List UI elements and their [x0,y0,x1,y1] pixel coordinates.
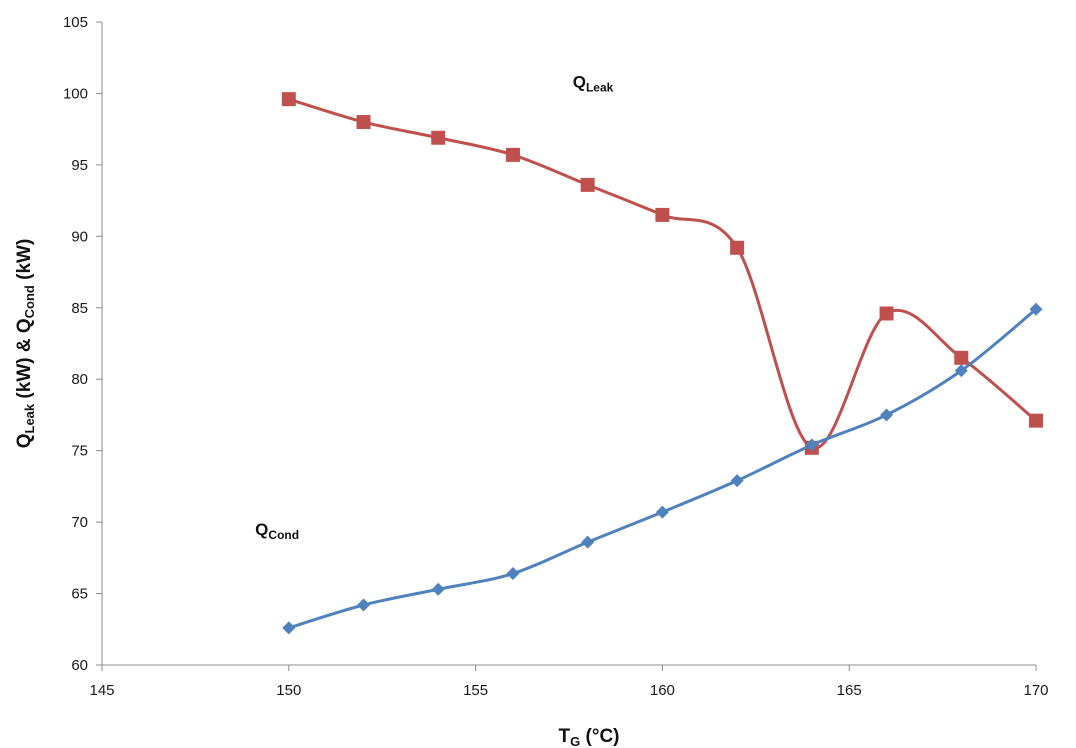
x-tick-label: 155 [463,682,488,699]
y-tick-label: 90 [71,228,88,245]
series-qleak [281,92,1043,455]
data-point-qcond [581,535,595,549]
data-point-qleak [505,147,520,162]
y-tick-label: 100 [63,85,88,102]
series-layer [281,92,1043,635]
series-qcond [282,302,1043,635]
data-point-qcond [357,598,371,612]
annotation-label: QLeak [573,73,614,95]
y-tick-label: 105 [63,14,88,31]
data-point-qcond [1029,302,1043,316]
data-point-qleak [281,92,296,107]
series-line-qcond [288,308,1037,630]
y-tick-label: 95 [71,157,88,174]
data-point-qleak [879,306,894,321]
y-tick-label: 65 [71,586,88,603]
data-point-qcond [805,438,819,452]
data-point-qleak [954,350,969,365]
x-tick-label: 160 [650,682,675,699]
y-tick-label: 60 [71,657,88,674]
data-point-qcond [730,474,744,488]
axes: 60 65 70 75 80 85 90 95 100 105 145 150 155 160 165 170 [63,14,1049,699]
x-tick-label: 165 [837,682,862,699]
x-tick-label: 150 [276,682,301,699]
y-tick-label: 80 [71,371,88,388]
data-point-qcond [880,408,894,422]
y-tick-label: 70 [71,514,88,531]
data-point-qcond [282,621,296,635]
x-tick-label: 145 [89,682,114,699]
data-point-qleak [356,115,371,130]
annotations: QLeak QCond [255,73,613,542]
data-point-qleak [655,207,670,222]
data-point-qcond [506,567,520,581]
y-tick-label: 85 [71,300,88,317]
x-tick-label: 170 [1023,682,1048,699]
data-point-qcond [954,364,968,378]
x-axis-title: TG (°C) [559,726,620,748]
y-tick-label: 75 [71,443,88,460]
data-point-qleak [730,240,745,255]
annotation-label: QCond [255,520,299,542]
data-point-qcond [655,505,669,519]
data-point-qleak [1029,413,1043,428]
data-point-qcond [431,582,445,596]
data-point-qleak [431,130,446,145]
axis-titles: TG (°C) QLeak (kW) & QCond (kW) [14,239,620,748]
data-point-qleak [580,177,595,192]
y-axis-title: QLeak (kW) & QCond (kW) [14,239,37,449]
